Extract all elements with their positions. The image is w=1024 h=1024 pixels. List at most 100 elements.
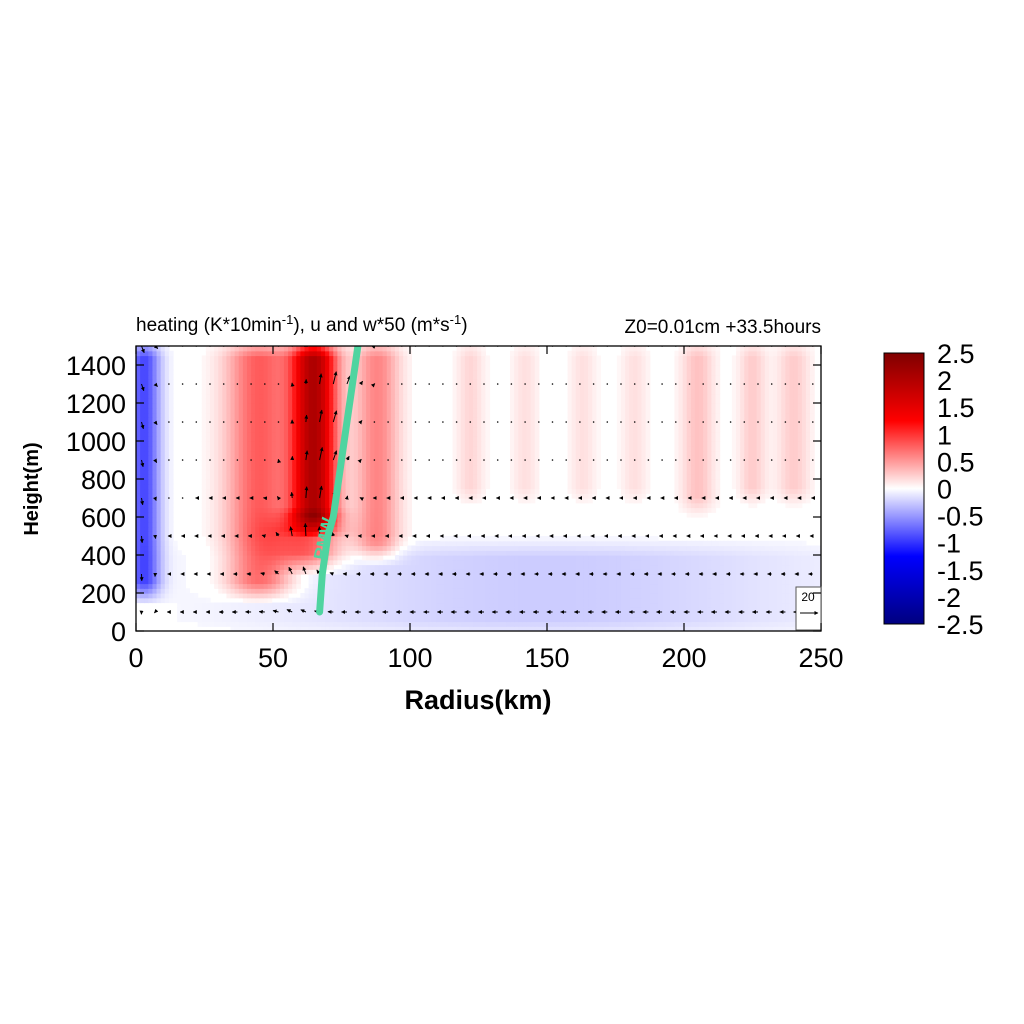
heating-cell	[136, 588, 141, 594]
heating-cell	[514, 483, 519, 490]
heating-cell	[760, 564, 766, 570]
heating-cell	[518, 583, 523, 589]
heating-cell	[251, 469, 256, 475]
heating-cell	[370, 483, 375, 490]
heating-cell	[645, 445, 651, 452]
heating-cell	[530, 574, 536, 580]
heating-cell	[148, 488, 154, 494]
heating-cell	[304, 616, 310, 623]
heating-cell	[292, 621, 297, 627]
heating-cell	[522, 574, 528, 580]
heating-cell	[711, 540, 717, 547]
heating-cell	[197, 612, 203, 618]
heating-cell	[296, 607, 301, 613]
heating-cell	[518, 550, 523, 556]
heating-cell	[374, 507, 380, 513]
heating-cell	[707, 455, 712, 461]
heating-cell	[748, 540, 754, 547]
heating-cell	[214, 469, 219, 475]
heating-cell	[226, 550, 232, 556]
heating-cell	[366, 626, 371, 631]
heating-cell	[415, 602, 421, 608]
heating-cell	[477, 493, 482, 499]
heating-cell	[209, 536, 215, 542]
heating-cell	[325, 583, 330, 589]
heating-cell	[592, 488, 597, 494]
heating-cell	[378, 559, 384, 566]
heating-cell	[296, 540, 301, 547]
heating-cell	[493, 583, 499, 589]
heating-cell	[329, 479, 334, 485]
heating-cell	[288, 483, 293, 490]
heating-cell	[452, 574, 458, 580]
heating-cell	[592, 578, 597, 585]
heating-cell	[801, 445, 807, 452]
heating-cell	[756, 564, 762, 570]
heating-cell	[740, 559, 745, 566]
heating-cell	[460, 574, 466, 580]
heating-cell	[148, 597, 154, 604]
heating-cell	[501, 559, 507, 566]
heating-cell	[292, 464, 297, 471]
heating-cell	[222, 540, 228, 547]
heating-cell	[579, 597, 585, 604]
heating-cell	[337, 559, 343, 566]
heating-cell	[226, 483, 232, 490]
heating-cell	[394, 512, 400, 518]
heating-cell	[555, 578, 560, 585]
heating-cell	[320, 536, 326, 542]
heating-cell	[489, 626, 495, 631]
heating-cell	[485, 464, 491, 471]
heating-cell	[768, 555, 774, 561]
heating-cell	[251, 445, 256, 452]
heating-cell	[255, 597, 260, 604]
heating-cell	[271, 550, 277, 556]
heating-cell	[325, 521, 330, 528]
heating-cell	[403, 616, 408, 623]
heating-cell	[715, 578, 721, 585]
heating-cell	[222, 464, 228, 471]
heating-cell	[300, 445, 306, 452]
heating-cell	[711, 550, 717, 556]
heating-cell	[682, 498, 688, 504]
heating-cell	[526, 564, 532, 570]
heating-cell	[242, 588, 248, 594]
heating-cell	[452, 483, 458, 490]
heating-cell	[530, 616, 536, 623]
heating-cell	[279, 555, 285, 561]
heating-cell	[263, 512, 269, 518]
heating-cell	[690, 574, 696, 580]
heating-cell	[156, 540, 162, 547]
heating-cell	[259, 583, 265, 589]
heating-cell	[136, 455, 141, 461]
heating-cell	[407, 578, 412, 585]
heating-cell	[201, 441, 207, 447]
heating-cell	[497, 545, 503, 551]
heating-cell	[489, 616, 495, 623]
heating-cell	[386, 521, 392, 528]
heating-cell	[526, 578, 532, 585]
heating-cell	[744, 445, 749, 452]
heating-cell	[399, 512, 404, 518]
heating-cell	[279, 607, 285, 613]
heating-cell	[674, 460, 680, 466]
heating-cell	[345, 588, 351, 594]
heating-cell	[555, 616, 560, 623]
heating-cell	[168, 536, 174, 542]
heating-cell	[279, 517, 285, 523]
heating-cell	[399, 445, 404, 452]
heating-cell	[156, 498, 162, 504]
heating-cell	[785, 583, 791, 589]
heating-cell	[522, 616, 528, 623]
heating-cell	[592, 455, 597, 461]
heating-cell	[349, 526, 355, 532]
heating-cell	[300, 545, 306, 551]
heating-cell	[522, 483, 528, 490]
heating-cell	[283, 559, 289, 566]
heating-cell	[464, 559, 470, 566]
heating-cell	[329, 597, 334, 604]
heating-cell	[464, 488, 470, 494]
heating-cell	[304, 545, 310, 551]
heating-cell	[362, 559, 367, 566]
heating-cell	[641, 574, 647, 580]
